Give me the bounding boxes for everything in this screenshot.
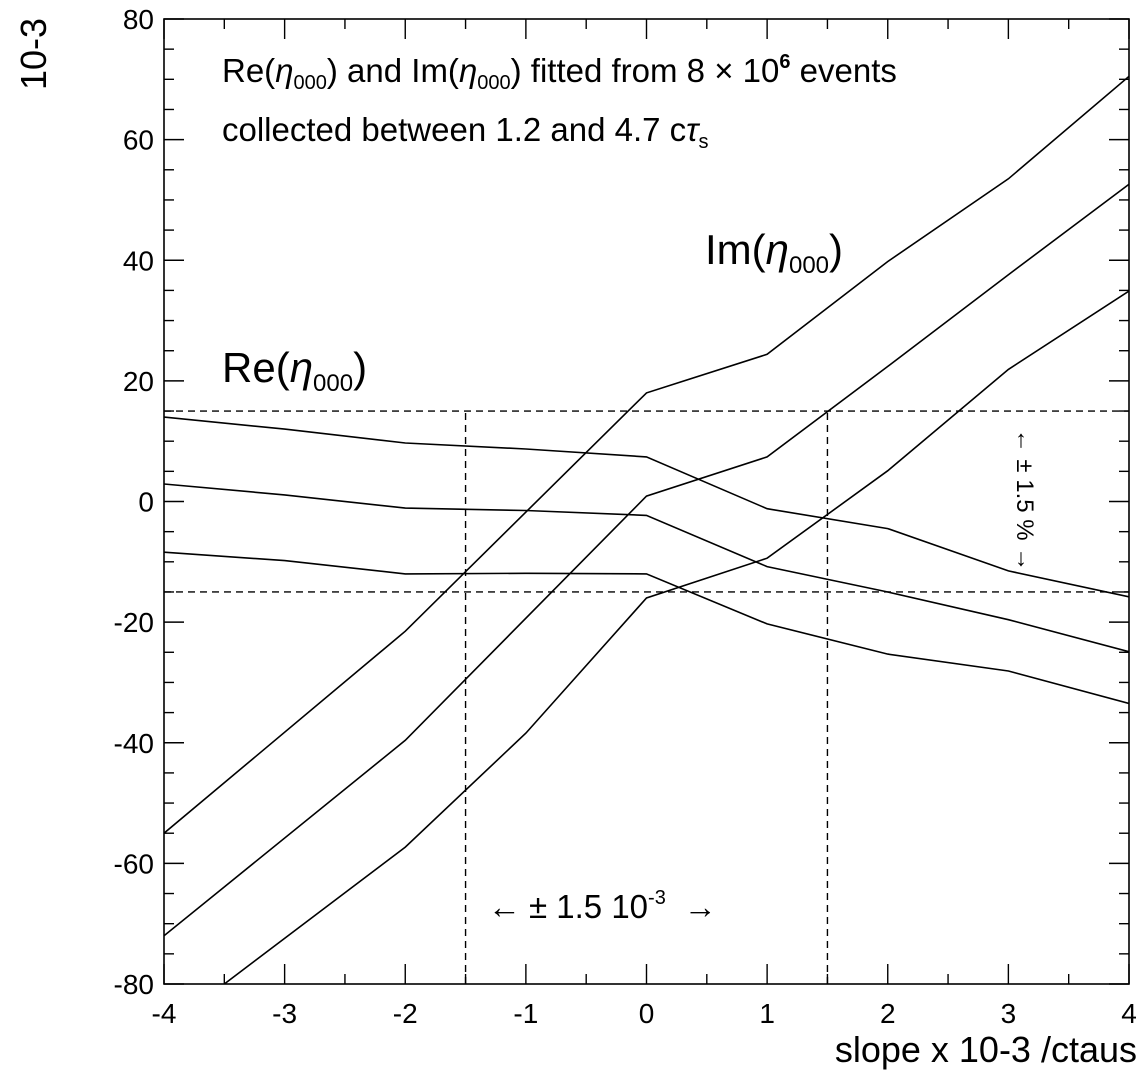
- y-tick-label: 20: [123, 366, 154, 397]
- annotation-fit-line2: collected between 1.2 and 4.7 cτs: [222, 111, 709, 153]
- x-tick-label: 2: [880, 998, 896, 1029]
- y-tick-label: -40: [114, 728, 154, 759]
- y-tick-label: 0: [138, 487, 154, 518]
- x-tick-label: -4: [152, 998, 177, 1029]
- y-tick-label: -80: [114, 969, 154, 1000]
- annotation-side-range: ← ± 1.5 % →: [1011, 429, 1038, 572]
- x-tick-label: 0: [639, 998, 655, 1029]
- x-tick-labels: -4 -3 -2 -1 0 1 2 3 4: [152, 998, 1137, 1029]
- y-axis-label: 10-3: [13, 18, 54, 90]
- series-group: [164, 75, 1129, 984]
- y-tick-label: -20: [114, 607, 154, 638]
- x-tick-label: -2: [393, 998, 418, 1029]
- y-tick-label: -60: [114, 848, 154, 879]
- im-series-line: [164, 75, 1129, 834]
- im-series-line: [223, 290, 1129, 984]
- annotation-fit-line1: Re(η000) and Im(η000) fitted from 8 × 10…: [222, 51, 897, 94]
- re-series-line: [164, 416, 1129, 598]
- x-tick-label: -3: [272, 998, 297, 1029]
- re-series-line: [164, 483, 1129, 653]
- x-tick-label: -1: [513, 998, 538, 1029]
- reference-lines: [164, 410, 1129, 984]
- im-series-line: [164, 183, 1129, 937]
- x-axis-label: slope x 10-3 /ctaus: [835, 1029, 1137, 1070]
- re-series-line: [164, 551, 1129, 705]
- x-tick-label: 1: [759, 998, 775, 1029]
- y-tick-label: 40: [123, 245, 154, 276]
- x-tick-label: 3: [1001, 998, 1017, 1029]
- annotation-im-eta: Im(η000): [705, 226, 843, 279]
- plot-frame: [163, 18, 1130, 985]
- y-tick-labels: -80 -60 -40 -20 0 20 40 60 80: [114, 4, 154, 1000]
- x-tick-label: 4: [1121, 998, 1137, 1029]
- axis-ticks: [163, 18, 1130, 985]
- annotation-re-eta: Re(η000): [222, 344, 367, 397]
- y-tick-label: 60: [123, 125, 154, 156]
- y-tick-label: 80: [123, 4, 154, 35]
- annotation-slope-range: ← ± 1.5 10-3 →: [488, 887, 717, 925]
